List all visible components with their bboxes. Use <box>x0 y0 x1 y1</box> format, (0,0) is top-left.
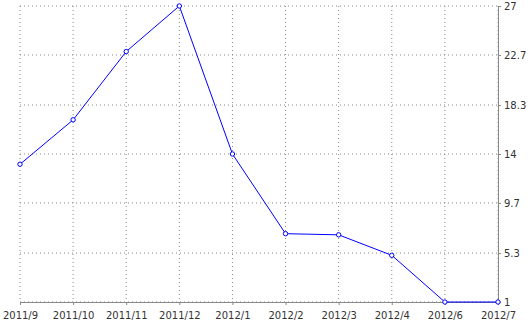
tick: 2012/2 <box>268 302 303 321</box>
tick: 14 <box>498 149 517 160</box>
marker <box>390 253 394 257</box>
marker <box>283 231 287 235</box>
tick-label: 2011/11 <box>106 310 148 321</box>
grid-line <box>338 6 339 302</box>
tick-mark <box>232 302 233 305</box>
line <box>20 6 498 302</box>
grid-line <box>20 54 498 55</box>
plot: 2011/9 2011/10 2011/11 2011/12 2012/1 2012/2 2… <box>3 1 526 321</box>
tick-label: 14 <box>504 149 517 160</box>
tick-label: 2011/12 <box>159 310 201 321</box>
tick-mark <box>498 6 501 7</box>
marker <box>443 300 447 304</box>
grid-line <box>20 253 498 254</box>
grid-line <box>179 6 180 302</box>
tick: 9.7 <box>498 198 520 209</box>
tick: 2012/4 <box>375 302 410 321</box>
tick: 5.3 <box>498 248 520 259</box>
grid <box>20 6 498 302</box>
tick: 2011/9 <box>3 302 38 321</box>
tick-label: 5.3 <box>504 248 520 259</box>
grid-line <box>20 6 498 7</box>
grid-line <box>285 6 286 302</box>
tick-label: 2012/3 <box>322 310 357 321</box>
tick: 2011/11 <box>106 302 148 321</box>
tick: 2012/3 <box>322 302 357 321</box>
tick-label: 1 <box>504 297 510 308</box>
tick: 2012/1 <box>215 302 250 321</box>
marker <box>18 162 22 166</box>
tick-label: 2012/6 <box>428 310 463 321</box>
axis-line <box>21 303 499 306</box>
x-axis: 2011/9 2011/10 2011/11 2011/12 2012/1 2012/2 2… <box>3 302 516 321</box>
axis-line <box>499 7 502 303</box>
tick-mark <box>498 203 501 204</box>
tick-label: 2011/9 <box>3 310 38 321</box>
marker <box>177 4 181 8</box>
tick: 22.7 <box>498 50 526 61</box>
tick-mark <box>179 302 180 305</box>
tick-mark <box>498 253 501 254</box>
tick-label: 22.7 <box>504 50 526 61</box>
grid-line <box>20 105 498 106</box>
tick-mark <box>126 302 127 305</box>
tick-label: 9.7 <box>504 198 520 209</box>
grid-line <box>20 154 498 155</box>
marker <box>496 300 500 304</box>
tick-mark <box>392 302 393 305</box>
tick-mark <box>339 302 340 305</box>
marker <box>336 233 340 237</box>
tick-mark <box>498 55 501 56</box>
tick: 2012/6 <box>428 302 463 321</box>
tick-label: 27 <box>504 1 517 12</box>
tick-mark <box>498 105 501 106</box>
tick-label: 2012/2 <box>268 310 303 321</box>
tick-mark <box>20 302 21 305</box>
tick: 2012/7 <box>481 302 516 321</box>
series <box>18 4 500 304</box>
tick-label: 2012/1 <box>215 310 250 321</box>
marker <box>124 49 128 53</box>
marker <box>71 118 75 122</box>
y-axis: 1 5.3 9.7 14 18.3 22.7 27 <box>498 1 526 308</box>
tick: 27 <box>498 1 517 12</box>
tick: 2011/10 <box>53 302 95 321</box>
tick-label: 2012/7 <box>481 310 516 321</box>
tick-label: 2012/4 <box>375 310 410 321</box>
marker <box>230 152 234 156</box>
tick-mark <box>286 302 287 305</box>
tick-mark <box>73 302 74 305</box>
tick: 2011/12 <box>159 302 201 321</box>
tick-label: 18.3 <box>504 100 526 111</box>
tick: 18.3 <box>498 100 526 111</box>
tick-label: 2011/10 <box>53 310 95 321</box>
tick-mark <box>498 154 501 155</box>
chart: 2011/9 2011/10 2011/11 2011/12 2012/1 2012/2 2… <box>0 0 530 330</box>
grid-line <box>20 202 498 203</box>
